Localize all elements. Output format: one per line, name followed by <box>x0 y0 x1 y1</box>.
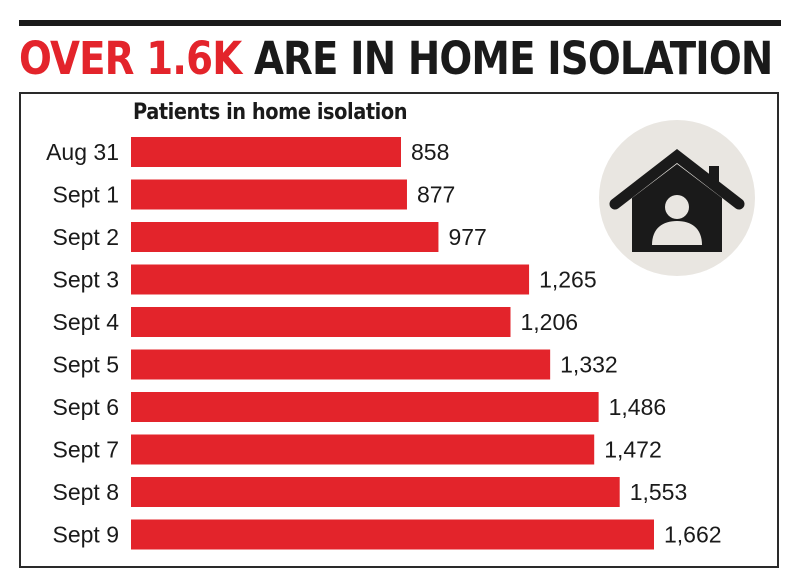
headline-rest: ARE IN HOME ISOLATION <box>253 32 773 85</box>
chart-title: Patients in home isolation <box>133 100 408 125</box>
value-label: 1,206 <box>521 309 579 335</box>
bar <box>131 179 407 210</box>
house-person-icon <box>599 120 755 276</box>
category-label: Sept 3 <box>53 267 120 293</box>
bar <box>131 519 654 550</box>
category-label: Sept 1 <box>53 182 120 208</box>
value-label: 1,662 <box>664 522 722 548</box>
value-label: 1,553 <box>630 479 688 505</box>
category-label: Aug 31 <box>46 139 119 165</box>
value-label: 877 <box>417 182 455 208</box>
chart-frame <box>19 92 779 568</box>
category-label: Sept 7 <box>53 437 120 463</box>
value-label: 1,332 <box>560 352 618 378</box>
bar <box>131 307 511 337</box>
category-label: Sept 4 <box>53 309 120 335</box>
bar <box>131 137 401 167</box>
bar <box>131 349 551 380</box>
value-label: 1,265 <box>539 267 597 293</box>
value-label: 1,472 <box>604 437 662 463</box>
top-rule <box>19 20 781 26</box>
headline: OVER 1.6K ARE IN HOME ISOLATION <box>19 30 773 88</box>
bar <box>131 264 530 295</box>
bar <box>131 434 595 465</box>
category-label: Sept 2 <box>53 224 120 250</box>
headline-accent: OVER 1.6K <box>19 32 242 85</box>
value-label: 858 <box>411 139 449 165</box>
category-label: Sept 9 <box>53 522 120 548</box>
value-label: 1,486 <box>609 394 667 420</box>
value-label: 977 <box>448 224 486 250</box>
bar <box>131 392 599 422</box>
bar <box>131 222 439 252</box>
bar <box>131 477 620 507</box>
category-label: Sept 5 <box>53 352 120 378</box>
category-label: Sept 6 <box>53 394 120 420</box>
category-label: Sept 8 <box>53 479 120 505</box>
